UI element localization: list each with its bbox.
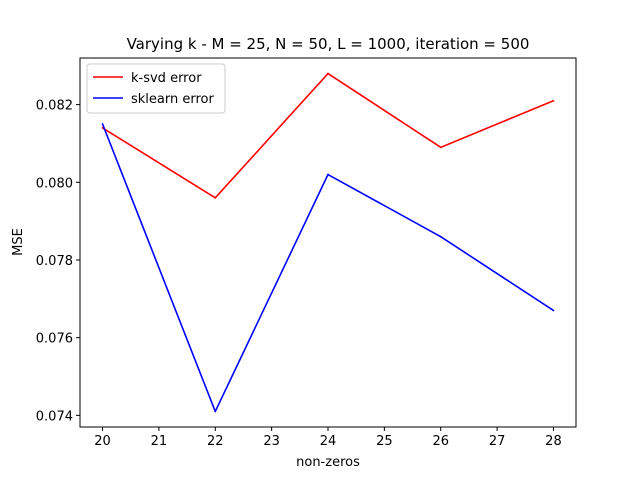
y-axis-label: MSE [11, 228, 26, 256]
data-point [101, 123, 104, 125]
data-point [214, 196, 217, 199]
x-tick-label: 20 [94, 434, 111, 449]
x-tick-label: 25 [376, 434, 393, 449]
x-axis-label: non-zeros [296, 455, 360, 470]
x-tick-label: 21 [151, 434, 168, 449]
chart-title: Varying k - M = 25, N = 50, L = 1000, it… [127, 35, 530, 53]
x-tick-label: 22 [207, 434, 224, 449]
series-line-1 [101, 123, 554, 413]
legend: k-svd error sklearn error [86, 63, 226, 114]
x-tick-label: 28 [545, 434, 562, 449]
data-point [552, 309, 555, 312]
data-point [327, 173, 329, 176]
x-tick-label: 26 [432, 434, 449, 449]
series-layer [101, 72, 555, 413]
x-tick-label: 23 [263, 434, 280, 449]
y-tick-label: 0.078 [36, 254, 73, 269]
x-axis: 20 21 22 23 24 25 26 27 28 [94, 427, 562, 449]
data-point [552, 99, 555, 102]
data-point [439, 146, 442, 149]
y-tick-label: 0.082 [36, 99, 73, 114]
data-point [101, 127, 104, 129]
legend-label-0: k-svd error [131, 71, 202, 86]
y-tick-label: 0.080 [36, 176, 73, 191]
y-axis: 0.074 0.076 0.078 0.080 0.082 [36, 99, 80, 424]
x-tick-label: 24 [320, 434, 337, 449]
y-tick-label: 0.076 [36, 332, 73, 347]
data-point [327, 72, 329, 75]
y-tick-label: 0.074 [36, 409, 73, 424]
data-point [214, 410, 217, 413]
x-tick-label: 27 [489, 434, 506, 449]
data-point [439, 235, 442, 238]
legend-label-1: sklearn error [131, 92, 214, 107]
